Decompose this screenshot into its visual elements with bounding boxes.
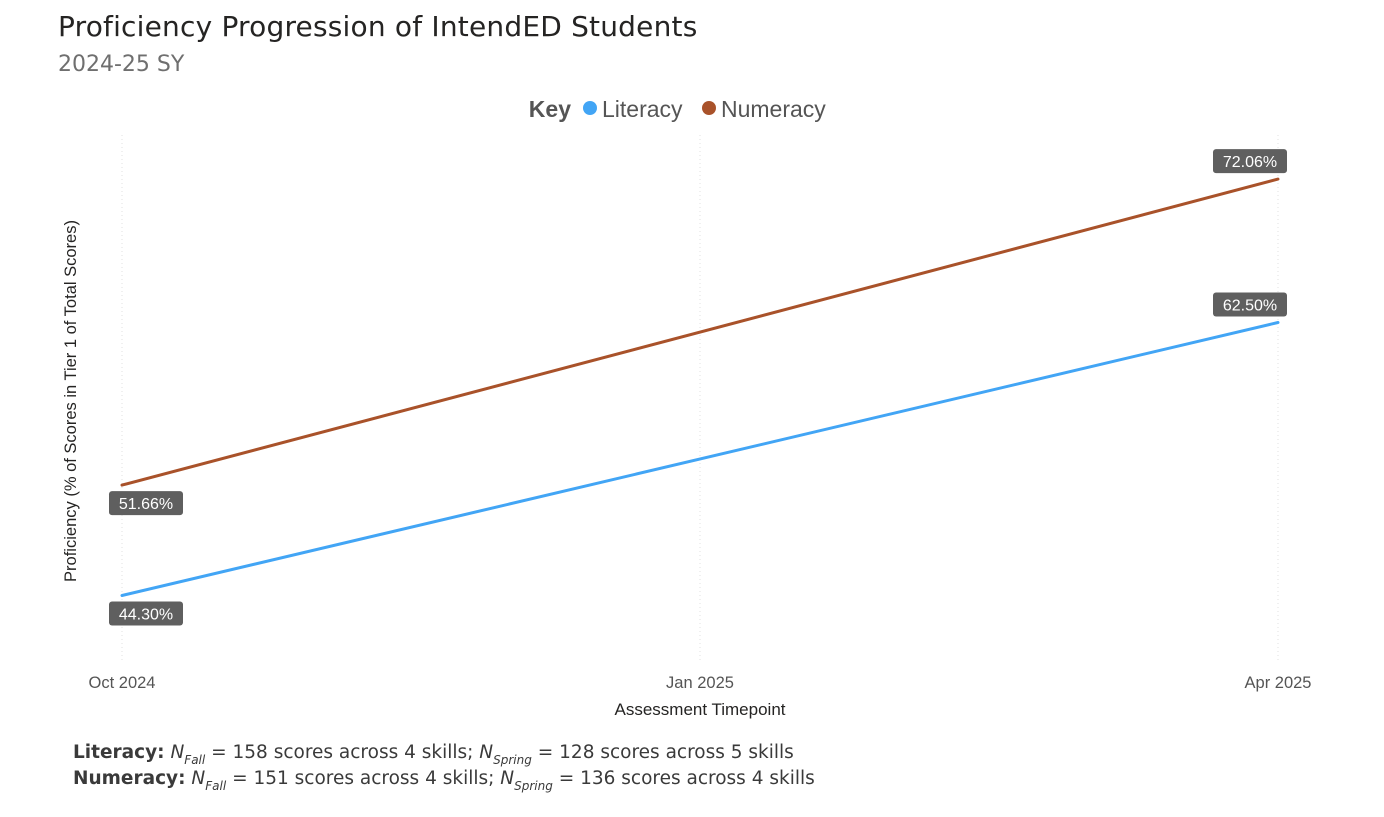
data-labels: 44.30% 62.50% 51.66% 72.06% <box>109 149 1287 626</box>
numeracy-spring-count: = 136 scores across 4 skills <box>558 768 815 789</box>
literacy-spring-count: = 128 scores across 5 skills <box>537 742 794 763</box>
legend-key-label: Key <box>529 96 571 122</box>
n-fall-subscript: Fall <box>184 753 206 767</box>
series-lines <box>120 177 1280 597</box>
line-chart: Key Literacy Numeracy 44.30% 62.50% 51.66%… <box>62 96 1312 719</box>
legend-literacy-marker <box>583 101 597 115</box>
legend-literacy-label[interactable]: Literacy <box>602 96 683 122</box>
data-label-box <box>109 601 183 626</box>
data-label-box <box>1213 149 1287 174</box>
gridlines <box>121 135 1279 660</box>
numeracy-fall-count: = 151 scores across 4 skills; <box>232 768 495 789</box>
n-symbol: N <box>170 742 185 763</box>
numeracy-data-label: 51.66% <box>109 491 183 516</box>
data-label-box <box>1213 292 1287 317</box>
legend-numeracy-marker <box>702 101 716 115</box>
n-symbol: N <box>191 768 206 789</box>
data-label-text: 51.66% <box>119 496 173 513</box>
numeracy-line[interactable] <box>120 177 1280 487</box>
footnotes: Literacy: NFall = 158 scores across 4 sk… <box>73 740 815 792</box>
data-label-text: 44.30% <box>119 607 173 624</box>
x-axis: Oct 2024 Jan 2025 Apr 2025 <box>89 674 1312 692</box>
n-symbol: N <box>479 742 494 763</box>
n-fall-subscript: Fall <box>205 779 227 793</box>
footnote-numeracy-label: Numeracy: <box>73 768 186 789</box>
numeracy-data-label: 72.06% <box>1213 149 1287 174</box>
literacy-data-label: 62.50% <box>1213 292 1287 317</box>
literacy-line[interactable] <box>120 321 1280 597</box>
x-tick-label: Jan 2025 <box>666 674 734 692</box>
data-label-box <box>109 491 183 516</box>
x-tick-label: Oct 2024 <box>89 674 156 692</box>
legend-numeracy-label[interactable]: Numeracy <box>721 96 826 122</box>
data-label-text: 72.06% <box>1223 154 1277 171</box>
footnote-numeracy: Numeracy: NFall = 151 scores across 4 sk… <box>73 766 815 792</box>
data-label-text: 62.50% <box>1223 298 1277 315</box>
n-spring-subscript: Spring <box>493 753 532 767</box>
x-tick-label: Apr 2025 <box>1245 674 1312 692</box>
literacy-data-label: 44.30% <box>109 601 183 626</box>
x-axis-title: Assessment Timepoint <box>614 700 785 719</box>
n-symbol: N <box>500 768 515 789</box>
chart-subtitle: 2024-25 SY <box>58 52 185 77</box>
n-spring-subscript: Spring <box>514 779 553 793</box>
footnote-literacy: Literacy: NFall = 158 scores across 4 sk… <box>73 740 815 766</box>
y-axis-title: Proficiency (% of Scores in Tier 1 of To… <box>62 220 80 582</box>
legend[interactable]: Key Literacy Numeracy <box>529 96 827 122</box>
literacy-fall-count: = 158 scores across 4 skills; <box>211 742 474 763</box>
chart-title: Proficiency Progression of IntendED Stud… <box>58 10 698 43</box>
footnote-literacy-label: Literacy: <box>73 742 165 763</box>
